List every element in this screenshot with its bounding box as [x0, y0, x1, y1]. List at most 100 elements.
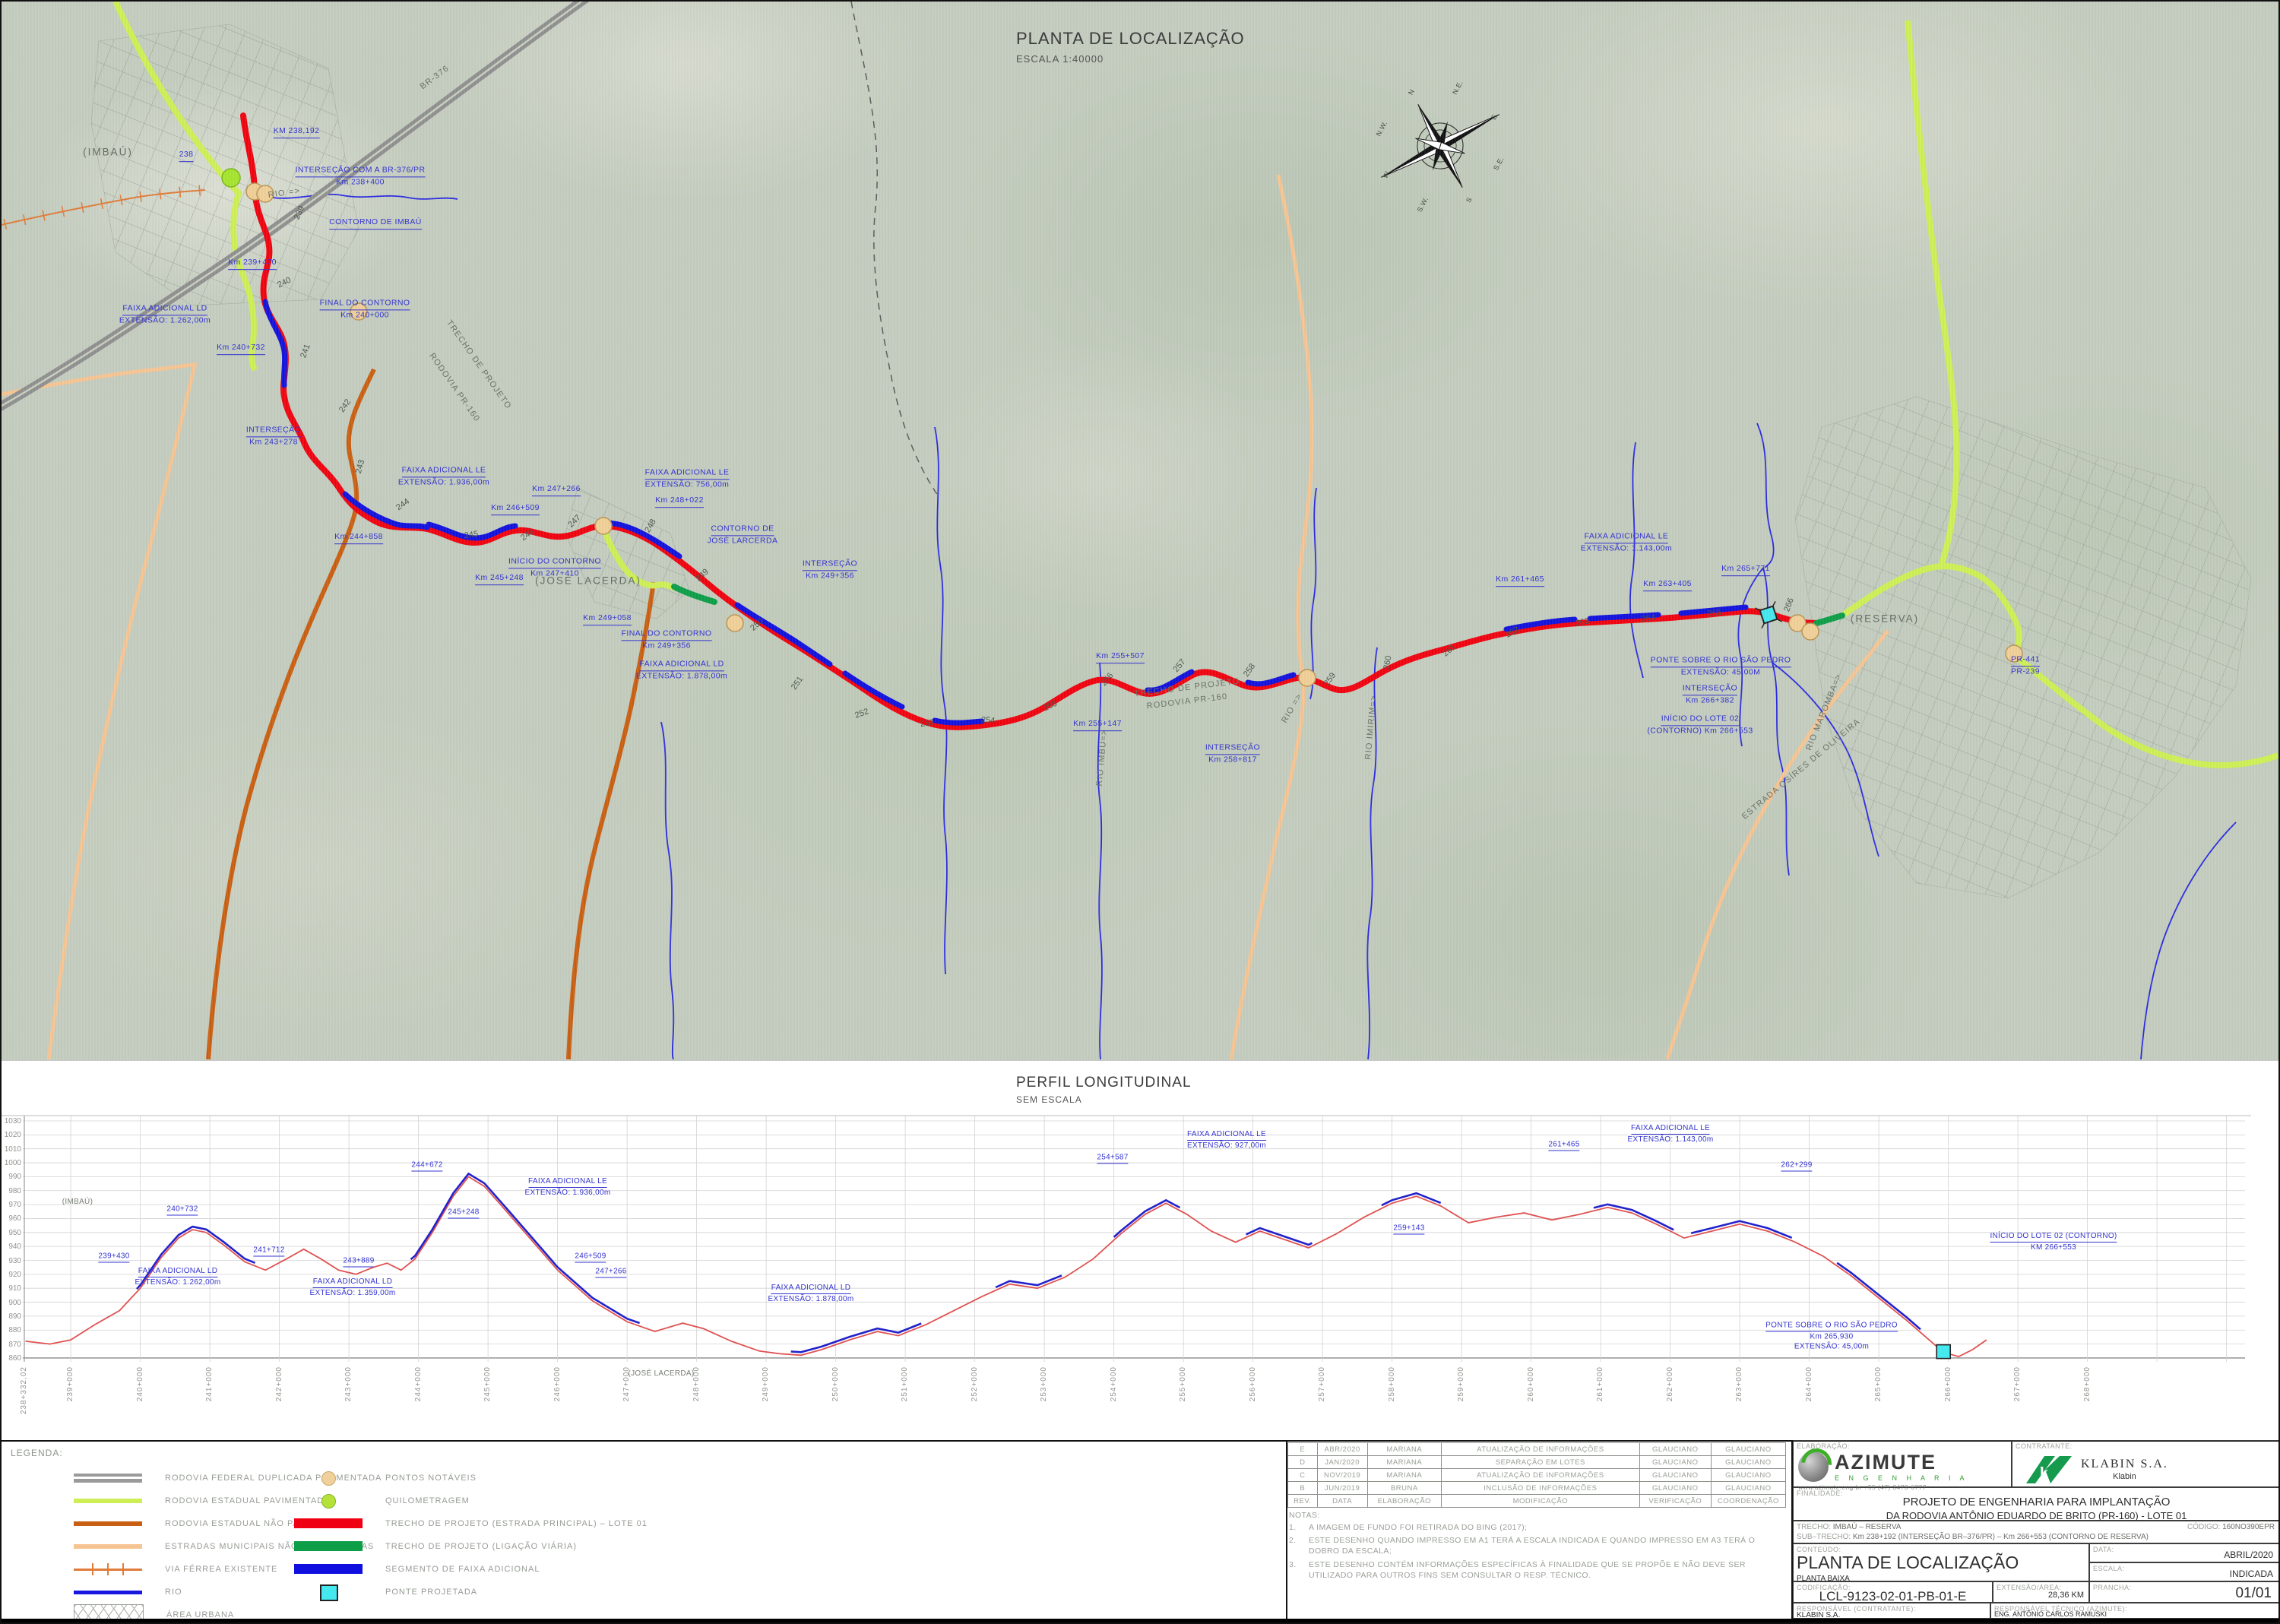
profile-annotation-line: EXTENSÃO: 45,00m — [1794, 1342, 1870, 1351]
route-km-number: 255 — [1042, 698, 1059, 714]
note-text: A IMAGEM DE FUNDO FOI RETIRADA DO BING (… — [1309, 1523, 1528, 1532]
profile-x-tick: 240+000 — [135, 1366, 144, 1402]
route-km-number: 251 — [789, 675, 806, 692]
map-callout: INTERSEÇÃO Km 266+382 — [1682, 683, 1738, 705]
legend-item: TRECHO DE PROJETO (LIGAÇÃO VIÁRIA) — [294, 1535, 648, 1558]
map-callout-line: Km 249+356 — [642, 641, 691, 650]
profile-annotation-line: FAIXA ADICIONAL LD — [771, 1283, 851, 1294]
revision-cell: COORDENAÇÃO — [1710, 1494, 1787, 1508]
legend-item: RIO — [74, 1581, 382, 1603]
revision-cell: GLAUCIANO — [1710, 1468, 1787, 1482]
map-callout: INTERSEÇÃO COM A BR-376/PR Km 238+400 — [295, 165, 426, 187]
klabin-sub: Klabin — [2113, 1471, 2136, 1481]
note-number: 2. — [1289, 1536, 1297, 1546]
city-label: (RESERVA) — [1850, 613, 1920, 625]
sw-urb-swatch — [74, 1604, 144, 1622]
route-km-number: 245 — [464, 529, 479, 541]
route-km-number: 262 — [1504, 625, 1521, 640]
profile-x-tick: 239+000 — [66, 1366, 75, 1402]
codificacao-value: LCL-9123-02-01-PB-01-E — [1819, 1589, 1967, 1603]
profile-annotation: 245+248 — [448, 1208, 480, 1219]
revision-cell: GLAUCIANO — [1710, 1455, 1787, 1469]
azimute-logo: AZIMUTE E N G E N H A R I A — [1798, 1451, 2011, 1482]
escala-label: ESCALA: — [2093, 1565, 2125, 1572]
separator-1 — [1286, 1440, 1287, 1622]
map-callout: Km 246+509 — [491, 503, 540, 515]
map-callout-line: INÍCIO DO LOTE 02 — [1661, 714, 1740, 726]
legend-item-label: SEGMENTO DE FAIXA ADICIONAL — [385, 1565, 540, 1574]
sw-fer-swatch — [74, 1562, 142, 1577]
profile-annotation-line: PONTE SOBRE O RIO SÃO PEDRO — [1765, 1321, 1898, 1332]
revision-row: B JUN/2019 BRUNA INCLUSÃO DE INFORMAÇÕES GLA… — [1287, 1481, 1787, 1495]
profile-title-block: PERFIL LONGITUDINAL SEM ESCALA — [1016, 1075, 1192, 1105]
conteudo-title: PLANTA DE LOCALIZAÇÃO — [1797, 1553, 2019, 1572]
profile-y-tick: 900 — [8, 1298, 21, 1307]
profile-y-tick: 910 — [8, 1284, 21, 1293]
map-callout-line: Km 244+858 — [334, 532, 383, 544]
profile-annotation-line: 243+889 — [343, 1256, 375, 1268]
profile-annotation: 244+672 — [411, 1160, 443, 1172]
route-km-number: 261 — [1441, 642, 1458, 659]
profile-y-tick: 870 — [8, 1340, 21, 1349]
revision-cell: MODIFICAÇÃO — [1441, 1494, 1640, 1508]
klabin-mark-icon: k — [2026, 1456, 2072, 1483]
sw-est-swatch — [74, 1493, 142, 1508]
map-callout: Km 240+732 — [217, 343, 265, 355]
finalidade-line1: PROJETO DE ENGENHARIA PARA IMPLANTAÇÃO — [1902, 1496, 2171, 1508]
map-callout: Km 244+858 — [334, 532, 383, 544]
profile-y-tick: 880 — [8, 1326, 21, 1335]
profile-annotation-line: 239+430 — [98, 1252, 130, 1263]
map-callout-line: Km 248+022 — [655, 495, 704, 508]
profile-annotation-line: FAIXA ADICIONAL LD — [138, 1266, 218, 1277]
city-label: (JOSÉ LACERDA) — [535, 575, 641, 587]
route-km-number: 246 — [519, 527, 536, 543]
map-callout-line: Km 263+405 — [1643, 579, 1692, 591]
klabin-logo: k KLABIN S.A. Klabin — [2025, 1453, 2278, 1485]
profile-annotation-line: INÍCIO DO LOTE 02 (CONTORNO) — [1990, 1231, 2117, 1243]
profile-x-tick: 249+000 — [762, 1366, 771, 1402]
map-callout: INTERSEÇÃO Km 249+356 — [802, 559, 858, 581]
compass-label: S.E. — [1491, 155, 1506, 173]
profile-x-tick: 253+000 — [1040, 1366, 1049, 1402]
note-item: 3. ESTE DESENHO CONTÉM INFORMAÇÕES ESPECÍ… — [1289, 1559, 1781, 1581]
subtrecho-value: Km 238+192 (INTERSEÇÃO BR–376/PR) – Km 2… — [1852, 1533, 2149, 1541]
map-callout-line: 238 — [179, 150, 194, 162]
legend-item: VIA FÉRREA EXISTENTE — [74, 1558, 382, 1581]
codigo-value: 160NO390EPR — [2222, 1523, 2275, 1531]
sw-estnp-swatch — [74, 1516, 142, 1531]
profile-annotation: 239+430 — [98, 1252, 130, 1263]
faixa-adicional-segments — [262, 299, 1749, 726]
profile-annotation: 241+712 — [253, 1246, 285, 1257]
map-callout-line: Km 243+278 — [249, 437, 298, 446]
profile-annotation: 243+889 — [343, 1256, 375, 1268]
profile-annotation-line: FAIXA ADICIONAL LD — [312, 1277, 393, 1288]
profile-x-tick: 266+000 — [1943, 1366, 1952, 1402]
route-km-number: 240 — [276, 275, 293, 290]
sw-kmg-swatch — [294, 1493, 363, 1508]
map-callout: Km 245+248 — [475, 573, 524, 585]
profile-y-tick: 890 — [8, 1312, 21, 1321]
map-callout-line: Km 266+382 — [1686, 695, 1734, 704]
map-callout-line: JOSÉ LARCERDA — [707, 536, 778, 545]
profile-x-tick: 250+000 — [831, 1366, 840, 1402]
map-callout-line: FAIXA ADICIONAL LE — [1584, 531, 1669, 543]
map-callout-line: FAIXA ADICIONAL LE — [644, 467, 730, 480]
profile-annotation: 254+587 — [1097, 1153, 1129, 1164]
legend-item: QUILOMETRAGEM — [294, 1489, 648, 1512]
trecho-label: TRECHO: — [1797, 1523, 1831, 1531]
extensao-cell: EXTENSÃO/ÁREA: 28,36 KM — [1993, 1581, 2089, 1603]
escala-cell: ESCALA: INDICADA — [2089, 1562, 2278, 1581]
revision-cell: MARIANA — [1366, 1442, 1442, 1456]
map-callout-line: FINAL DO CONTORNO — [319, 298, 410, 310]
profile-title: PERFIL LONGITUDINAL — [1016, 1075, 1192, 1091]
map-callout: Km 255+147 — [1073, 719, 1122, 731]
profile-x-tick: 251+000 — [901, 1366, 910, 1402]
map-callout-line: Km 240+732 — [217, 343, 265, 355]
map-callout: FAIXA ADICIONAL LE EXTENSÃO: 1.936,00m — [398, 465, 489, 487]
revision-cell: GLAUCIANO — [1710, 1481, 1787, 1495]
data-value: ABRIL/2020 — [2224, 1550, 2273, 1560]
profile-x-tick: 243+000 — [344, 1366, 353, 1402]
compass-label: W — [1381, 169, 1392, 179]
profile-annotation: FAIXA ADICIONAL LE EXTENSÃO: 927,00m — [1187, 1129, 1266, 1151]
